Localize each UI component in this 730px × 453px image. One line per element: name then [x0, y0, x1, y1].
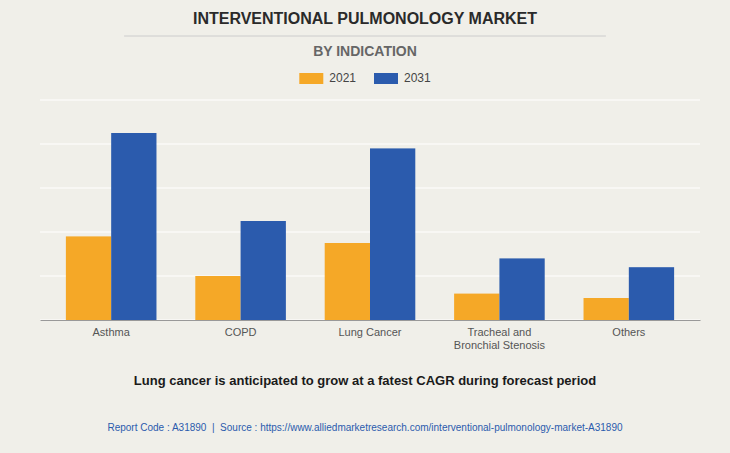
legend-item: 2021	[299, 71, 356, 85]
legend: 2021 2031	[299, 71, 431, 85]
x-tick-label: Others	[612, 326, 646, 338]
x-tick: Tracheal andBronchial Stenosis	[454, 320, 546, 351]
bar	[629, 267, 674, 320]
x-tick: COPD	[225, 320, 257, 338]
plot: Asthma COPD Lung Cancer Tracheal andBronchi…	[40, 100, 701, 351]
background	[0, 0, 730, 453]
x-tick: Lung Cancer	[339, 320, 402, 338]
x-tick-label: COPD	[225, 326, 257, 338]
bar	[195, 276, 240, 320]
subtitle: BY INDICATION	[313, 43, 417, 59]
source: Report Code : A31890 | Source : https://…	[107, 422, 623, 433]
title: INTERVENTIONAL PULMONOLOGY MARKET	[193, 10, 537, 27]
legend-swatch	[374, 73, 398, 84]
x-tick-label: Asthma	[93, 326, 131, 338]
bar	[325, 243, 370, 320]
footnote: Lung cancer is anticipated to grow at a …	[134, 373, 596, 388]
x-tick-label: Lung Cancer	[339, 326, 402, 338]
divider	[124, 36, 606, 37]
legend-item: 2031	[374, 71, 431, 85]
chart: INTERVENTIONAL PULMONOLOGY MARKET BY INDI…	[0, 0, 730, 453]
bars	[66, 133, 674, 320]
bar	[499, 258, 544, 320]
bar	[66, 236, 111, 320]
x-axis: Asthma COPD Lung Cancer Tracheal andBronchi…	[41, 320, 701, 351]
grid	[40, 100, 700, 320]
legend-swatch	[299, 73, 323, 84]
series	[111, 133, 674, 320]
bar	[241, 221, 286, 320]
bar	[584, 298, 629, 320]
x-tick: Asthma	[93, 320, 131, 338]
x-tick-label: Tracheal andBronchial Stenosis	[454, 326, 546, 351]
bar	[454, 294, 499, 320]
x-tick: Others	[612, 320, 646, 338]
legend-label: 2021	[329, 71, 356, 85]
legend-label: 2031	[404, 71, 431, 85]
bar	[370, 148, 415, 320]
bar	[111, 133, 156, 320]
x-axis-line	[41, 320, 701, 321]
grid-line	[40, 99, 700, 100]
